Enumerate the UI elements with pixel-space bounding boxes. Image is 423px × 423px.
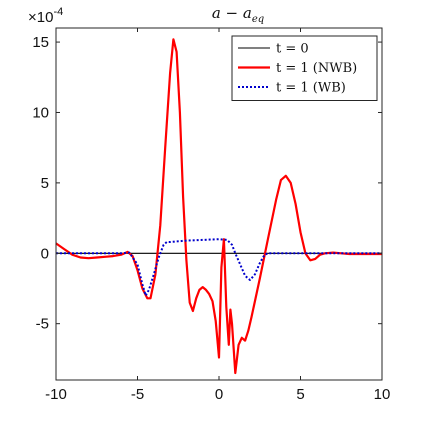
x-tick-label: -5 [131,386,144,403]
legend-label-3: t = 1 (WB) [276,81,346,96]
y-tick-label: 10 [32,104,49,121]
legend-label-1: t = 0 [276,42,309,57]
x-tick-label: 5 [296,386,304,403]
chart-title-main: a − a [212,4,252,22]
y-scale-prefix: ×10 [28,9,53,26]
y-tick-label: 5 [41,175,49,192]
axes: -10 -5 0 5 10 -5 0 5 10 15 [32,27,391,403]
x-tick-label: 0 [215,386,223,403]
chart-title: a − aeq [212,4,264,25]
series-line-2 [55,38,382,375]
chart-title-subscript: eq [252,14,264,25]
y-tick-label: 0 [41,245,49,262]
x-tick-label: -10 [45,386,67,403]
plot-data [55,38,382,375]
y-tick-label: 15 [32,34,49,51]
x-tick-label: 10 [374,386,391,403]
series-line-3 [56,238,382,297]
y-tick-label: -5 [36,316,49,333]
legend-label-2: t = 1 (NWB) [276,61,357,76]
legend: t = 0 t = 1 (NWB) t = 1 (WB) [231,35,378,101]
y-scale-exponent: -4 [53,6,63,18]
y-scale-factor: ×10-4 [28,6,63,26]
